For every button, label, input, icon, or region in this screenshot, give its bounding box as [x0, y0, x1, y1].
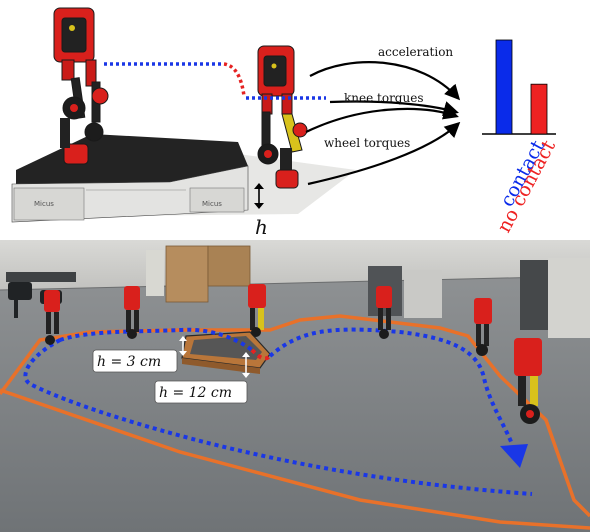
robot-scene-2 — [124, 286, 140, 339]
label-box-low — [92, 349, 178, 373]
top-transition-path-red — [223, 62, 246, 97]
cardboard-box-2 — [207, 245, 251, 287]
robot-scene-5 — [474, 298, 492, 356]
platform-tag-left: Micus — [34, 200, 54, 208]
table-drawer-right — [189, 187, 245, 213]
label-height-high: h = 12 cm — [159, 385, 232, 401]
height-arrow-low — [179, 336, 187, 356]
label-box-high — [154, 380, 248, 404]
label-acceleration: acceleration — [378, 45, 453, 59]
white-cabinet-right — [548, 258, 590, 338]
bottom-panel: h = 3 cm h = 12 cm — [0, 240, 590, 532]
robot-scene-4 — [376, 286, 392, 339]
top-panel: Micus Micus — [0, 0, 590, 240]
label-wheel-torques: wheel torques — [324, 136, 410, 150]
height-indicator: h — [254, 183, 268, 239]
dark-cabinet-right — [520, 260, 550, 330]
bar-contact — [495, 39, 513, 135]
path-direction-arrowhead — [500, 444, 528, 468]
blue-contact-path-right — [268, 327, 514, 445]
robot-scene-1 — [44, 290, 60, 345]
robot-on-floor — [257, 45, 308, 189]
arrow-acceleration — [309, 61, 461, 101]
label-height-low: h = 3 cm — [97, 354, 161, 370]
arrow-wheel-torques — [305, 104, 459, 133]
arrow-height — [307, 121, 461, 186]
red-transition-path — [250, 348, 272, 361]
height-arrow-high — [242, 352, 250, 378]
left-desk — [6, 272, 76, 282]
orange-track-boundary — [0, 314, 590, 518]
door — [146, 250, 164, 296]
orange-track-lower — [0, 388, 590, 530]
cardboard-box — [165, 245, 209, 303]
robot-on-platform — [53, 7, 109, 165]
bar-no-contact — [530, 83, 548, 135]
robot-scene-6 — [514, 338, 542, 424]
white-cabinet — [404, 270, 442, 318]
label-knee-torques: knee torques — [344, 91, 423, 105]
robot-scene-3 — [248, 284, 266, 337]
blue-contact-path-upper — [59, 327, 254, 352]
blue-contact-path — [23, 338, 533, 496]
height-symbol: h — [255, 215, 268, 239]
table-drawer-left — [13, 187, 85, 221]
platform-tag-right: Micus — [202, 200, 222, 208]
